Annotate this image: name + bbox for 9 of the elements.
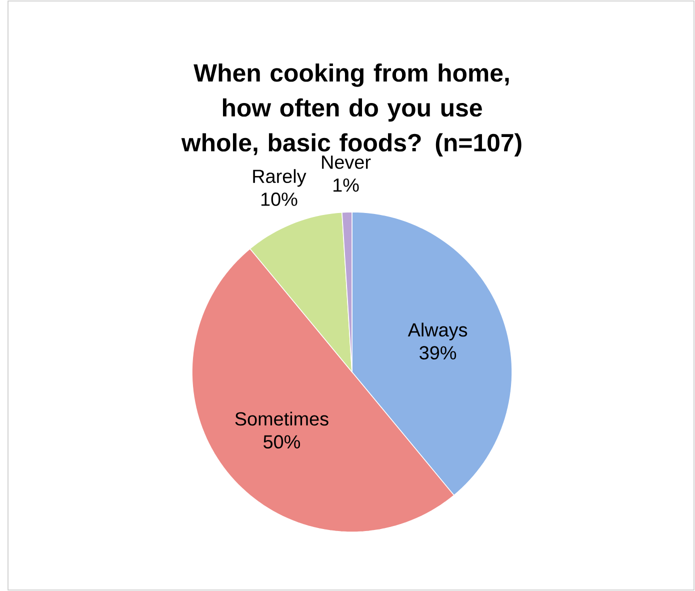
data-label: 50% xyxy=(264,435,300,449)
data-label: 39% xyxy=(420,346,456,360)
slice-label: Sometimes xyxy=(235,412,328,426)
slice-label: Always xyxy=(408,322,468,340)
slice-label: Never xyxy=(322,156,371,169)
chart-title: When cooking from home, how often do you use whole, basic foods? (n=107) xyxy=(181,64,522,156)
data-label: 10% xyxy=(261,192,298,206)
data-label: 1% xyxy=(334,178,359,192)
slice-label: Rarely xyxy=(253,169,306,187)
